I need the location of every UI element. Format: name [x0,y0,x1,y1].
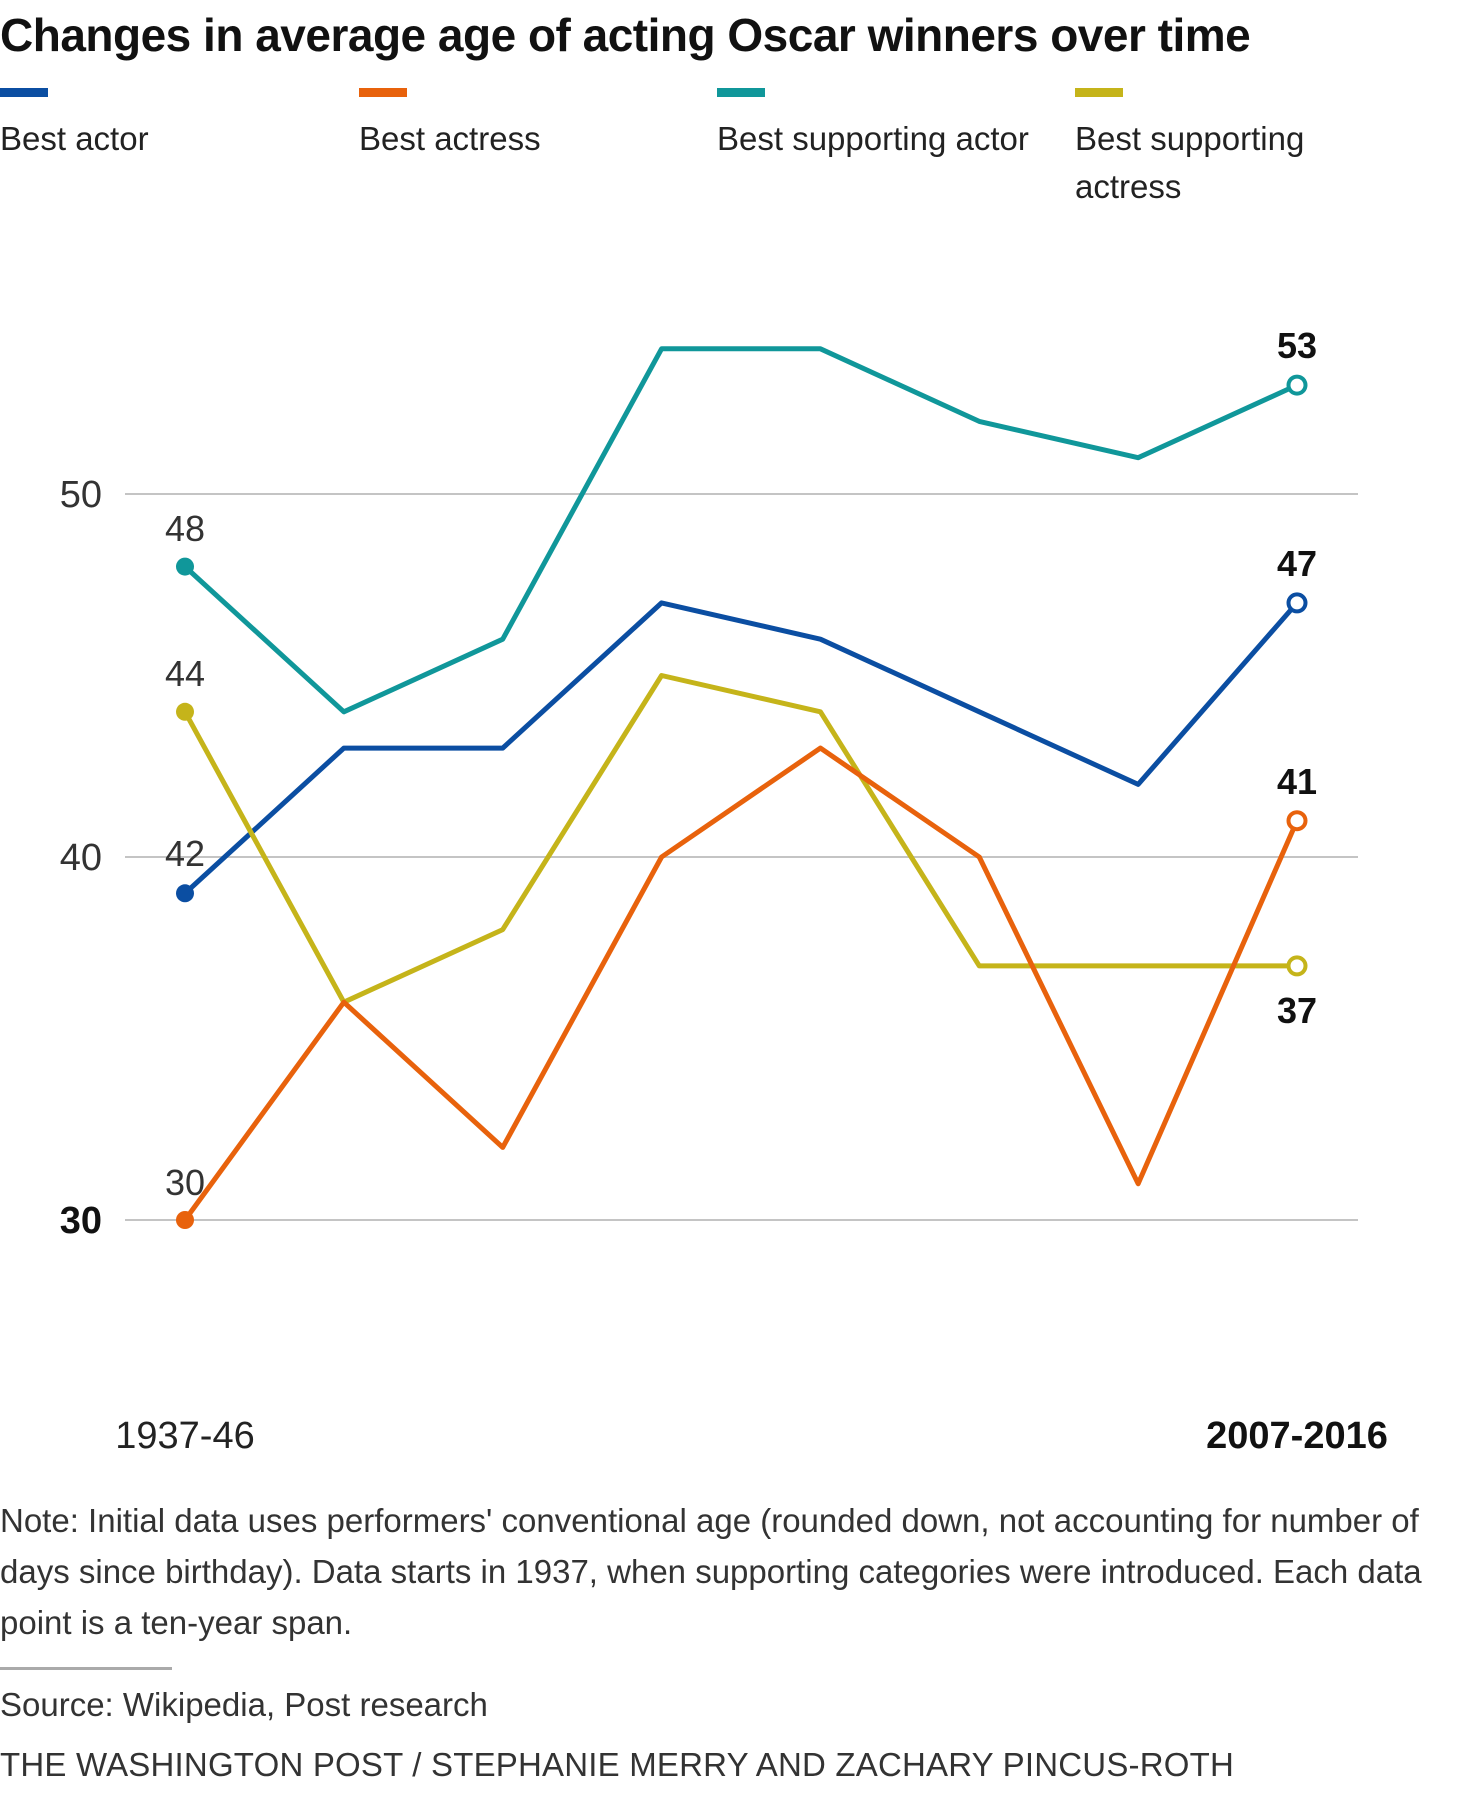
end-label-best-actress: 41 [1277,761,1317,802]
x-tick-label-end: 2007-2016 [1206,1415,1388,1457]
divider [0,1667,172,1670]
start-label-best-actress: 30 [165,1162,205,1203]
end-label-best-actor: 47 [1277,543,1317,584]
end-label-best-supporting-actress: 37 [1277,990,1317,1031]
start-point-best-actress [176,1211,194,1229]
legend-swatch-best-supporting-actress [1075,88,1123,97]
end-point-best-supporting-actor [1286,374,1308,396]
legend-swatch-best-actor [0,88,48,97]
end-point-best-actor [1286,592,1308,614]
end-label-best-supporting-actor: 53 [1277,325,1317,366]
x-tick-label-start: 1937-46 [115,1415,254,1457]
y-tick-label-40: 40 [60,837,102,879]
start-point-best-supporting-actress [176,702,194,721]
legend-label-best-supporting-actress: Best supporting actress [1075,120,1305,205]
legend-swatch-best-actress [359,88,407,97]
start-label-best-supporting-actress: 44 [165,653,205,694]
start-point-best-actor [176,884,194,903]
y-tick-label-30: 30 [60,1200,102,1242]
chart-note: Note: Initial data uses performers' conv… [0,1502,1422,1641]
legend-label-best-actress: Best actress [359,120,541,157]
series-line-best-supporting-actress [182,673,1300,1005]
legend-item-best-supporting-actor: Best supporting actor [717,88,1047,163]
start-label-best-actor: 42 [165,833,205,874]
series-line-best-actor [182,600,1300,896]
chart-credit: THE WASHINGTON POST / STEPHANIE MERRY AN… [0,1746,1235,1783]
end-point-best-supporting-actress [1286,955,1308,977]
series-line-best-actress [182,745,1300,1223]
y-tick-label-50: 50 [60,474,102,516]
legend-item-best-actor: Best actor [0,88,330,163]
chart-title: Changes in average age of acting Oscar w… [0,9,1251,61]
start-label-best-supporting-actor: 48 [165,508,205,549]
chart-source: Source: Wikipedia, Post research [0,1686,488,1723]
series-line-best-supporting-actor [182,346,1300,715]
legend-label-best-actor: Best actor [0,120,149,157]
start-point-best-supporting-actor [176,557,194,576]
legend-label-best-supporting-actor: Best supporting actor [717,120,1029,157]
legend-item-best-actress: Best actress [359,88,689,163]
legend-swatch-best-supporting-actor [717,88,765,97]
legend-item-best-supporting-actress: Best supporting actress [1075,88,1375,211]
end-point-best-actress [1286,810,1308,832]
line-chart: 50 40 30 1937-46 2007-2016 42 30 48 44 47 41 53 37 [60,325,1388,1457]
